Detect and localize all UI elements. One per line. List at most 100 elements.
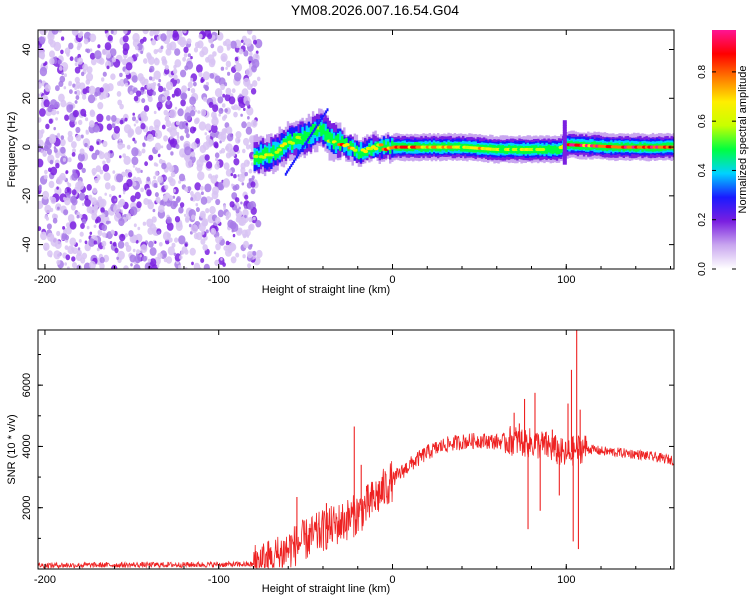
noise-blob	[68, 80, 72, 86]
x-tick-label: 100	[557, 274, 575, 286]
noise-blob	[157, 175, 164, 184]
noise-blob	[169, 127, 177, 137]
noise-blob	[71, 30, 79, 36]
noise-blob	[66, 188, 70, 193]
ridge-branch	[288, 166, 291, 170]
noise-blob	[43, 99, 50, 108]
noise-blob	[50, 196, 57, 204]
x-tick-label: -100	[208, 574, 230, 586]
noise-blob	[65, 226, 72, 235]
noise-blob	[166, 95, 171, 101]
noise-blob	[40, 231, 48, 241]
ridge-branch	[562, 149, 567, 153]
noise-blob	[171, 93, 175, 98]
ridge-cell	[339, 131, 342, 148]
noise-blob	[249, 51, 253, 57]
noise-blob	[118, 194, 122, 198]
noise-blob	[154, 192, 159, 198]
noise-blob	[214, 75, 221, 84]
noise-blob	[83, 262, 91, 269]
noise-blob	[173, 201, 178, 208]
noise-blob	[110, 185, 116, 192]
noise-blob	[187, 87, 191, 92]
noise-blob	[247, 251, 253, 259]
noise-blob	[217, 181, 225, 191]
noise-blob	[158, 78, 162, 83]
noise-blob	[62, 226, 66, 230]
noise-blob	[74, 91, 77, 95]
x-tick-label: 100	[557, 574, 575, 586]
ridge-branch	[318, 121, 321, 125]
noise-blob	[74, 86, 77, 91]
noise-blob	[156, 264, 160, 268]
noise-blob	[203, 263, 210, 269]
noise-blob	[170, 151, 174, 156]
noise-blob	[185, 217, 190, 223]
noise-blob	[256, 76, 261, 82]
noise-blob	[60, 49, 64, 55]
noise-blob	[56, 186, 59, 190]
noise-blob	[174, 48, 181, 56]
noise-blob	[147, 258, 151, 263]
noise-blob	[240, 201, 243, 205]
noise-blob	[130, 263, 133, 267]
ridge-cell	[357, 151, 361, 160]
x-tick-label: -200	[34, 574, 56, 586]
noise-blob	[224, 93, 231, 102]
noise-blob	[252, 250, 257, 256]
noise-blob	[199, 210, 206, 219]
noise-blob	[250, 119, 258, 128]
noise-blob	[194, 118, 199, 125]
noise-blob	[60, 36, 65, 41]
noise-blob	[204, 154, 210, 161]
noise-blob	[242, 233, 247, 239]
noise-blob	[230, 40, 237, 49]
noise-blob	[81, 218, 87, 225]
ridge-cell	[343, 138, 346, 147]
noise-blob	[252, 58, 260, 69]
noise-blob	[109, 241, 113, 245]
noise-blob	[156, 36, 160, 41]
noise-blob	[154, 31, 157, 35]
y-tick-label: 4000	[21, 434, 33, 458]
noise-blob	[166, 30, 174, 38]
noise-blob	[161, 58, 168, 66]
noise-blob	[126, 213, 132, 220]
noise-blob	[212, 104, 219, 112]
noise-blob	[78, 192, 86, 201]
noise-blob	[149, 65, 155, 73]
y-axis-label: SNR (10 * v/v)	[6, 414, 18, 484]
noise-blob	[60, 146, 66, 154]
noise-blob	[125, 82, 129, 87]
noise-blob	[42, 190, 50, 200]
noise-blob	[48, 180, 55, 189]
noise-blob	[64, 114, 70, 121]
noise-blob	[168, 165, 175, 173]
noise-blob	[69, 120, 76, 128]
noise-blob	[156, 101, 163, 110]
noise-blob	[225, 60, 232, 68]
noise-blob	[140, 244, 148, 253]
noise-blob	[205, 135, 211, 141]
noise-blob	[221, 56, 226, 62]
ridge-cell	[345, 138, 348, 146]
ridge-cell	[384, 138, 388, 151]
noise-blob	[234, 56, 239, 62]
noise-blob	[55, 162, 60, 169]
noise-blob	[63, 73, 67, 78]
noise-blob	[250, 188, 256, 195]
noise-blob	[220, 135, 226, 142]
noise-blob	[96, 141, 100, 145]
noise-blob	[205, 81, 209, 86]
noise-blob	[177, 264, 182, 269]
noise-blob	[60, 135, 65, 140]
noise-blob	[86, 66, 93, 74]
ridge-cell	[380, 143, 384, 152]
noise-blob	[244, 38, 252, 47]
noise-blob	[255, 249, 263, 259]
noise-blob	[105, 60, 112, 69]
noise-blob	[38, 45, 41, 49]
noise-blob	[233, 111, 238, 118]
ridge-cell	[332, 138, 336, 150]
